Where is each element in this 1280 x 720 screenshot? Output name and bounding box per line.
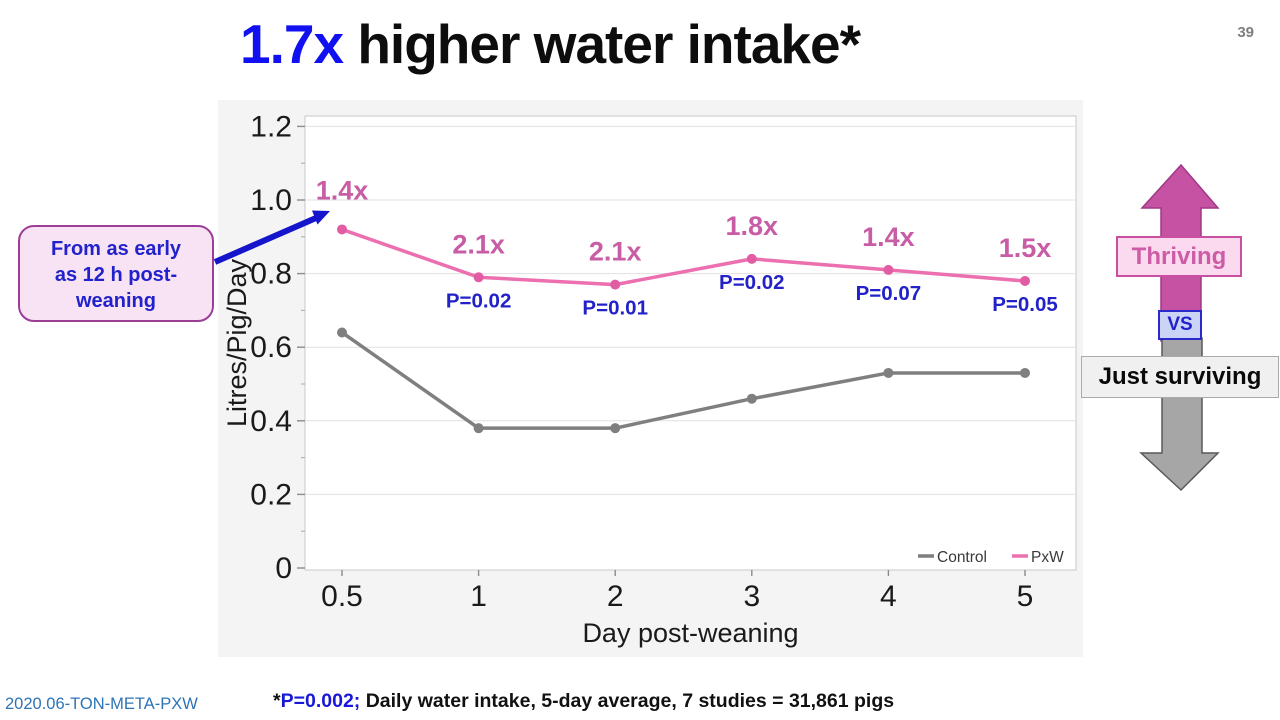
x-tick-label: 3: [743, 580, 760, 613]
y-tick-label: 1.2: [250, 110, 292, 143]
just-surviving-label: Just surviving: [1081, 356, 1279, 398]
y-tick-label: 1.0: [250, 184, 292, 217]
data-point-pxw: [1020, 275, 1030, 286]
multiplier-label: 1.4x: [316, 175, 369, 205]
footnote: *P=0.002; Daily water intake, 5-day aver…: [273, 690, 894, 713]
y-tick-label: 0.4: [250, 405, 292, 438]
title-rest: higher water intake*: [343, 13, 861, 75]
data-point-pxw: [473, 272, 484, 283]
x-tick-label: 4: [880, 580, 897, 613]
x-tick-label: 1: [470, 580, 487, 613]
title-highlight: 1.7x: [240, 13, 344, 75]
data-point-control: [337, 327, 347, 338]
callout-box: From as early as 12 h post- weaning: [18, 225, 214, 322]
x-axis-title: Day post-weaning: [582, 618, 798, 648]
multiplier-label: 2.1x: [452, 229, 505, 259]
data-point-pxw: [337, 224, 347, 235]
chart-canvas: 0 0.2 0.4 0.6 0.8 1.0 1.2 0.5 1 2 3 4 5 Day post-wean…: [222, 110, 1077, 648]
legend-label-pxw: PxW: [1031, 549, 1064, 566]
p-value-label: P=0.07: [856, 282, 922, 305]
data-point-control: [883, 367, 894, 378]
y-tick-label: 0.2: [250, 478, 292, 511]
data-point-control: [473, 423, 484, 434]
footer-reference-code: 2020.06-TON-META-PXW: [5, 695, 198, 713]
x-tick-label: 2: [607, 580, 624, 613]
callout-line: as 12 h post-: [54, 264, 178, 286]
y-tick-label: 0: [275, 552, 292, 585]
footnote-text: Daily water intake, 5-day average, 7 stu…: [360, 690, 895, 712]
water-intake-chart: 0 0.2 0.4 0.6 0.8 1.0 1.2 0.5 1 2 3 4 5 Day post-wean…: [218, 100, 1083, 657]
legend-label-control: Control: [937, 549, 987, 566]
x-tick-label: 5: [1017, 580, 1034, 613]
y-axis-title: Litres/Pig/Day: [222, 258, 252, 427]
slide-title: 1.7x higher water intake*: [40, 12, 1060, 76]
data-point-control: [1020, 367, 1030, 378]
thriving-label: Thriving: [1116, 236, 1242, 277]
footnote-pvalue: P=0.002;: [280, 690, 361, 712]
p-value-label: P=0.02: [719, 271, 785, 294]
plot-area: [304, 115, 1077, 571]
y-tick-label: 0.8: [250, 258, 292, 291]
multiplier-label: 2.1x: [589, 237, 642, 267]
footnote-star: *: [273, 690, 281, 712]
series-line-control: [340, 331, 1025, 430]
data-point-pxw: [883, 264, 894, 275]
multiplier-label: 1.8x: [726, 211, 779, 241]
p-value-label: P=0.01: [582, 297, 648, 320]
data-point-pxw: [746, 253, 757, 264]
x-tick-label: 0.5: [321, 580, 363, 613]
data-point-control: [746, 393, 757, 404]
p-value-label: P=0.05: [992, 293, 1058, 316]
callout-line: weaning: [75, 290, 156, 312]
data-point-pxw: [610, 279, 621, 290]
p-value-label: P=0.02: [446, 289, 512, 312]
vs-label: VS: [1158, 310, 1202, 340]
y-tick-label: 0.6: [250, 331, 292, 364]
multiplier-label: 1.5x: [999, 233, 1052, 263]
multiplier-label: 1.4x: [862, 222, 915, 252]
callout-arrow-icon: [213, 210, 330, 265]
data-point-control: [610, 423, 621, 434]
series-line-pxw: [341, 227, 1026, 287]
callout-line: From as early: [50, 238, 182, 260]
page-number: 39: [1237, 24, 1254, 41]
